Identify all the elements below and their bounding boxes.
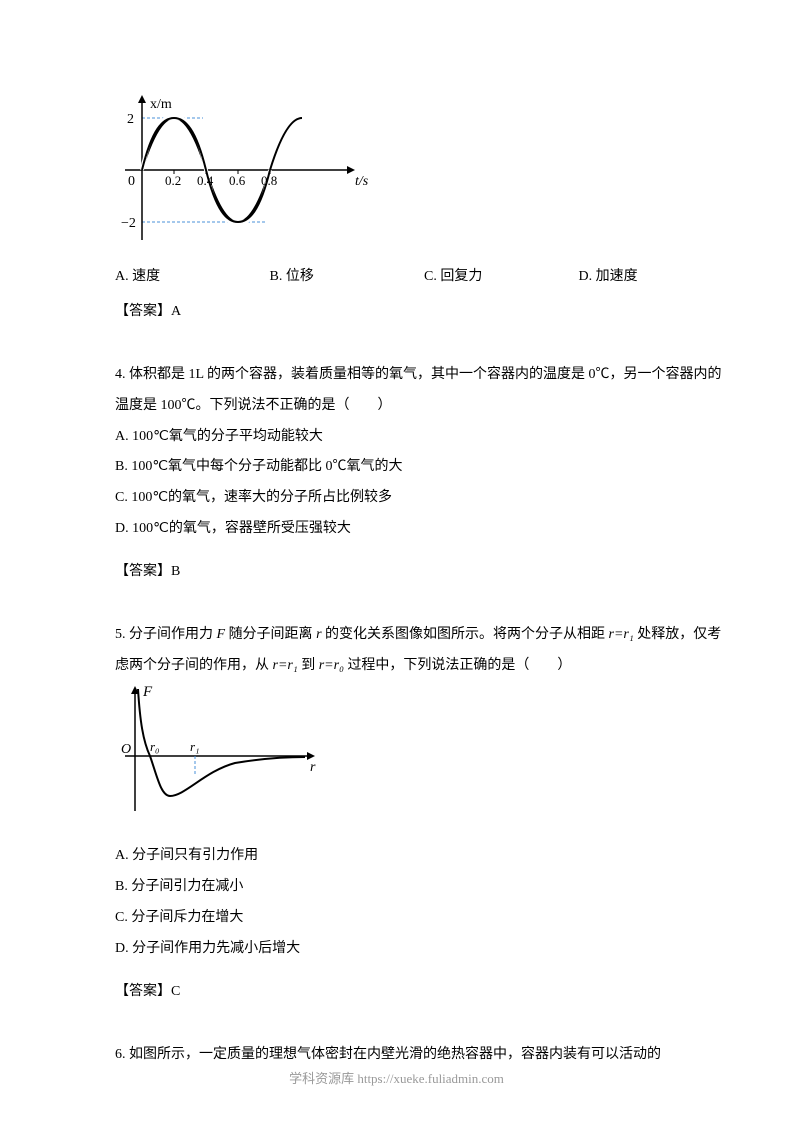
- q4-option-c: C. 100℃的氧气，速率大的分子所占比例较多: [115, 483, 733, 514]
- svg-text:0.8: 0.8: [261, 173, 277, 188]
- svg-text:x/m: x/m: [150, 97, 172, 112]
- displacement-time-graph: x/m 2 0 −2 0.2 0.4 0.6 0.8 t/s: [115, 90, 733, 250]
- q5-option-c: C. 分子间斥力在增大: [115, 903, 733, 934]
- svg-text:F: F: [142, 684, 153, 700]
- graph1-svg: x/m 2 0 −2 0.2 0.4 0.6 0.8 t/s: [115, 90, 375, 245]
- svg-text:r₀: r₀: [150, 739, 160, 754]
- q5-answer: 【答案】C: [115, 980, 733, 1000]
- q5-var-r1b: r=r₁: [273, 658, 298, 673]
- svg-text:−2: −2: [121, 216, 136, 231]
- q4-option-d: D. 100℃的氧气，容器壁所受压强较大: [115, 514, 733, 545]
- q5-stem: 5. 分子间作用力 F 随分子间距离 r 的变化关系图像如图所示。将两个分子从相…: [115, 620, 733, 682]
- footer-text: 学科资源库 https://xueke.fuliadmin.com: [0, 1068, 793, 1087]
- svg-text:0.2: 0.2: [165, 173, 181, 188]
- svg-text:0.4: 0.4: [197, 173, 214, 188]
- svg-text:O: O: [121, 742, 131, 757]
- q3-option-c: C. 回复力: [424, 265, 579, 285]
- svg-text:2: 2: [127, 112, 134, 127]
- q4-option-b: B. 100℃氧气中每个分子动能都比 0℃氧气的大: [115, 452, 733, 483]
- q4-option-a: A. 100℃氧气的分子平均动能较大: [115, 422, 733, 453]
- q5-t6: 过程中，下列说法正确的是（ ）: [344, 658, 572, 673]
- q5-t5: 到: [298, 658, 319, 673]
- q5-option-d: D. 分子间作用力先减小后增大: [115, 934, 733, 965]
- svg-text:r₁: r₁: [190, 739, 200, 754]
- q4-answer: 【答案】B: [115, 560, 733, 580]
- q5-option-a: A. 分子间只有引力作用: [115, 841, 733, 872]
- svg-text:0: 0: [128, 174, 135, 189]
- q5-var-r0: r=r₀: [319, 658, 344, 673]
- svg-text:0.6: 0.6: [229, 173, 246, 188]
- q3-option-b: B. 位移: [270, 265, 425, 285]
- q5-var-r1a: r=r₁: [609, 627, 634, 642]
- q4-stem: 4. 体积都是 1L 的两个容器，装着质量相等的氧气，其中一个容器内的温度是 0…: [115, 360, 733, 422]
- svg-text:r: r: [310, 760, 316, 775]
- q3-options: A. 速度 B. 位移 C. 回复力 D. 加速度: [115, 265, 733, 285]
- q3-option-a: A. 速度: [115, 265, 270, 285]
- q5-t1: 5. 分子间作用力: [115, 627, 217, 642]
- q5-var-f: F: [217, 627, 226, 642]
- q5-t3: 的变化关系图像如图所示。将两个分子从相距: [322, 627, 609, 642]
- q6-stem: 6. 如图所示，一定质量的理想气体密封在内壁光滑的绝热容器中，容器内装有可以活动…: [115, 1040, 733, 1071]
- force-distance-graph: F O r₀ r₁ r: [115, 681, 733, 826]
- q5-t2: 随分子间距离: [225, 627, 316, 642]
- graph2-svg: F O r₀ r₁ r: [115, 681, 325, 821]
- q3-answer: 【答案】A: [115, 300, 733, 320]
- svg-text:t/s: t/s: [355, 174, 369, 189]
- q5-option-b: B. 分子间引力在减小: [115, 872, 733, 903]
- q3-option-d: D. 加速度: [579, 265, 734, 285]
